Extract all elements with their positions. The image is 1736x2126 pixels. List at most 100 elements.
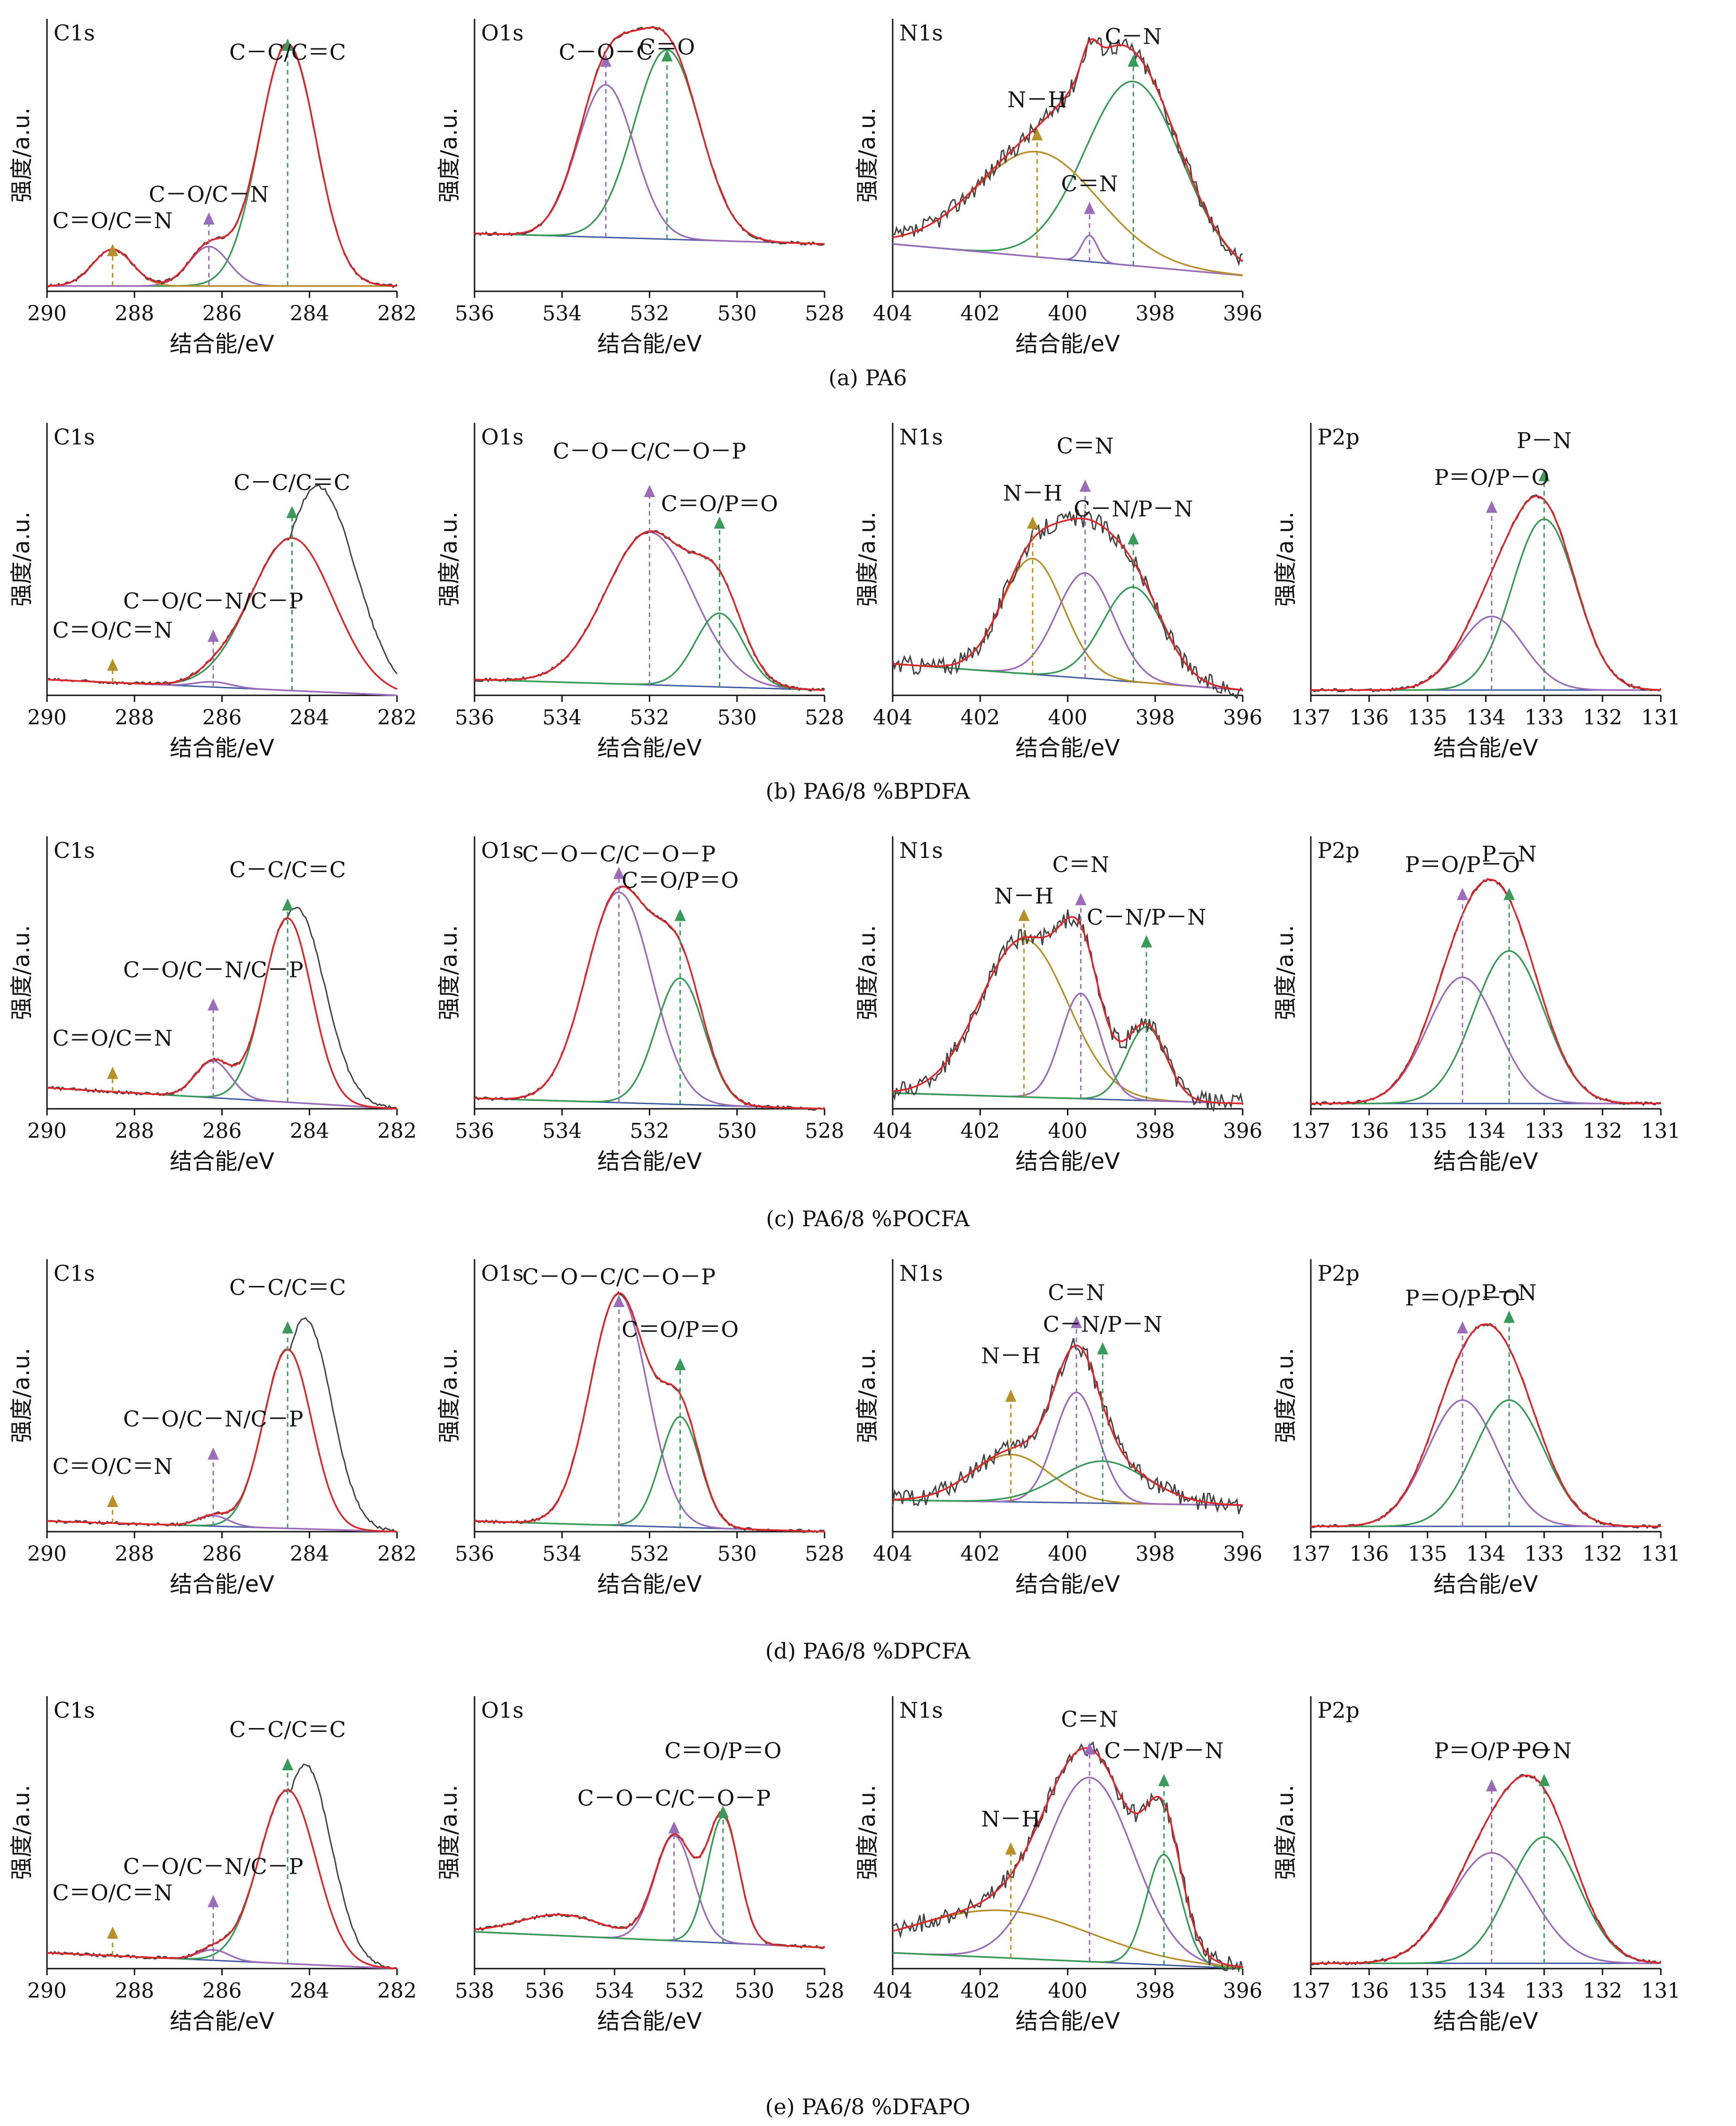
x-tick-label: 288 bbox=[115, 302, 154, 326]
peak-annotation: C＝O/C＝N bbox=[53, 1880, 173, 1905]
x-axis-label: 结合能/eV bbox=[597, 1571, 702, 1597]
x-tick-label: 398 bbox=[1136, 1979, 1175, 2003]
x-tick-label: 290 bbox=[27, 1542, 67, 1566]
x-axis-label: 结合能/eV bbox=[170, 331, 274, 357]
x-tick-label: 400 bbox=[1048, 1542, 1088, 1566]
x-tick-label: 530 bbox=[717, 1119, 757, 1143]
raw-spectrum bbox=[46, 907, 397, 1110]
panel-label: O1s bbox=[481, 20, 524, 46]
xps-panel-3-3: 137 136 135 134 133 132 131 P2p 结合能/eV 强度/a.u. P＝O… bbox=[1272, 1259, 1681, 1597]
component-peak bbox=[474, 977, 825, 1110]
x-tick-label: 132 bbox=[1583, 1542, 1622, 1566]
x-tick-label: 284 bbox=[290, 302, 329, 326]
x-tick-label: 400 bbox=[1048, 1119, 1088, 1143]
panel-label: C1s bbox=[54, 20, 95, 46]
fitted-envelope bbox=[892, 517, 1243, 691]
x-tick-label: 532 bbox=[630, 302, 669, 326]
peak-marker-arrow bbox=[1031, 128, 1043, 140]
component-peak bbox=[892, 1909, 1243, 1969]
row-captions: (a) PA6 (b) PA6/8 %BPDFA (c) PA6/8 %POCFA (… bbox=[765, 365, 971, 2119]
fitted-envelope bbox=[892, 38, 1244, 262]
peak-marker-arrow bbox=[661, 49, 673, 62]
xps-panel-0-1: 536 534 532 530 528 O1s 结合能/eV 强度/a.u. C－O－CC＝O bbox=[436, 19, 844, 357]
x-tick-label: 135 bbox=[1408, 1542, 1447, 1566]
peak-annotation: N－H bbox=[1007, 87, 1067, 112]
fitted-envelope bbox=[1311, 1323, 1661, 1527]
x-axis-label: 结合能/eV bbox=[170, 2008, 274, 2034]
peak-annotation: C＝N bbox=[1052, 852, 1109, 877]
peak-marker-arrow bbox=[674, 1358, 686, 1371]
x-tick-label: 398 bbox=[1136, 1119, 1175, 1143]
raw-spectrum bbox=[474, 1811, 825, 1949]
peak-annotation: N－H bbox=[981, 1343, 1040, 1369]
x-tick-label: 135 bbox=[1408, 1119, 1447, 1143]
fitted-envelope bbox=[474, 1811, 825, 1948]
x-tick-label: 290 bbox=[27, 1119, 67, 1143]
x-tick-label: 538 bbox=[455, 1979, 494, 2003]
peak-annotation: C＝O/P＝O bbox=[664, 1738, 781, 1763]
x-axis-label: 结合能/eV bbox=[170, 735, 274, 761]
panel-label: P2p bbox=[1317, 838, 1360, 863]
peak-marker-arrow bbox=[1079, 479, 1091, 492]
peak-annotation: P＝O/P－O bbox=[1405, 1285, 1520, 1310]
component-peak bbox=[47, 1348, 397, 1533]
peak-annotation: C＝O/C＝N bbox=[53, 617, 173, 643]
peak-annotation: C－O/C－N/C－P bbox=[123, 588, 304, 614]
y-axis-label: 强度/a.u. bbox=[436, 512, 462, 607]
x-tick-label: 404 bbox=[873, 1542, 912, 1566]
fitted-envelope bbox=[1311, 879, 1661, 1105]
x-tick-label: 137 bbox=[1291, 1979, 1331, 2003]
xps-panel-3-0: 290 288 286 284 282 C1s 结合能/eV 强度/a.u. C－C/C＝C C－… bbox=[8, 1259, 417, 1597]
xps-panel-2-1: 536 534 532 530 528 O1s 结合能/eV 强度/a.u. C－O－C/C－O… bbox=[436, 836, 844, 1175]
x-tick-label: 131 bbox=[1641, 1119, 1681, 1143]
panel-label: P2p bbox=[1317, 424, 1360, 450]
row-caption: (e) PA6/8 %DFAPO bbox=[765, 2094, 971, 2119]
x-tick-label: 290 bbox=[27, 1979, 67, 2003]
x-axis-label: 结合能/eV bbox=[597, 1148, 702, 1175]
peak-annotation: C＝O/C＝N bbox=[53, 1454, 173, 1479]
x-tick-label: 402 bbox=[960, 1542, 1000, 1566]
peak-marker-arrow bbox=[1018, 909, 1030, 921]
x-tick-label: 286 bbox=[202, 1119, 242, 1143]
peak-marker-arrow bbox=[1503, 1310, 1515, 1323]
x-tick-label: 288 bbox=[115, 1979, 154, 2003]
peak-marker-arrow bbox=[1486, 500, 1497, 513]
x-tick-label: 404 bbox=[873, 1979, 912, 2003]
peak-annotation: P＝O/P－O bbox=[1405, 852, 1520, 877]
fitted-envelope bbox=[1311, 495, 1661, 691]
y-axis-label: 强度/a.u. bbox=[854, 512, 880, 607]
x-axis-label: 结合能/eV bbox=[597, 2008, 702, 2034]
x-tick-label: 134 bbox=[1466, 1119, 1506, 1143]
x-axis-label: 结合能/eV bbox=[1015, 1148, 1120, 1175]
peak-marker-arrow bbox=[644, 485, 655, 497]
x-tick-label: 530 bbox=[717, 302, 757, 326]
x-tick-label: 396 bbox=[1223, 1542, 1262, 1566]
peak-marker-arrow bbox=[286, 506, 298, 518]
raw-spectrum bbox=[47, 484, 398, 685]
peak-marker-arrow bbox=[1084, 1742, 1096, 1755]
y-axis-label: 强度/a.u. bbox=[1272, 512, 1299, 607]
peak-annotation: C－N/P－N bbox=[1043, 1311, 1162, 1337]
x-tick-label: 528 bbox=[805, 302, 844, 326]
y-axis-label: 强度/a.u. bbox=[8, 925, 35, 1020]
x-tick-label: 136 bbox=[1349, 1979, 1389, 2003]
peak-annotation: C＝N bbox=[1057, 433, 1113, 459]
x-tick-label: 131 bbox=[1641, 1542, 1681, 1566]
component-peak bbox=[1311, 1399, 1661, 1527]
x-tick-label: 137 bbox=[1291, 706, 1331, 730]
x-tick-label: 286 bbox=[202, 302, 242, 326]
peak-marker-arrow bbox=[668, 1821, 680, 1834]
component-peak bbox=[47, 1060, 397, 1110]
peak-annotation: P－N bbox=[1482, 841, 1537, 867]
x-tick-label: 398 bbox=[1136, 302, 1175, 326]
x-tick-label: 532 bbox=[665, 1979, 704, 2003]
component-peak bbox=[474, 891, 825, 1110]
xps-panel-0-0: 290 288 286 284 282 C1s 结合能/eV 强度/a.u. C－C/C＝C C－… bbox=[8, 19, 417, 357]
fitted-envelope bbox=[474, 26, 825, 245]
x-tick-label: 290 bbox=[27, 706, 67, 730]
peak-marker-arrow bbox=[674, 909, 686, 921]
fitted-envelope bbox=[474, 885, 825, 1110]
peak-marker-arrow bbox=[1005, 1842, 1017, 1855]
y-axis-label: 强度/a.u. bbox=[8, 1348, 35, 1443]
fitted-envelope bbox=[892, 1747, 1243, 1968]
